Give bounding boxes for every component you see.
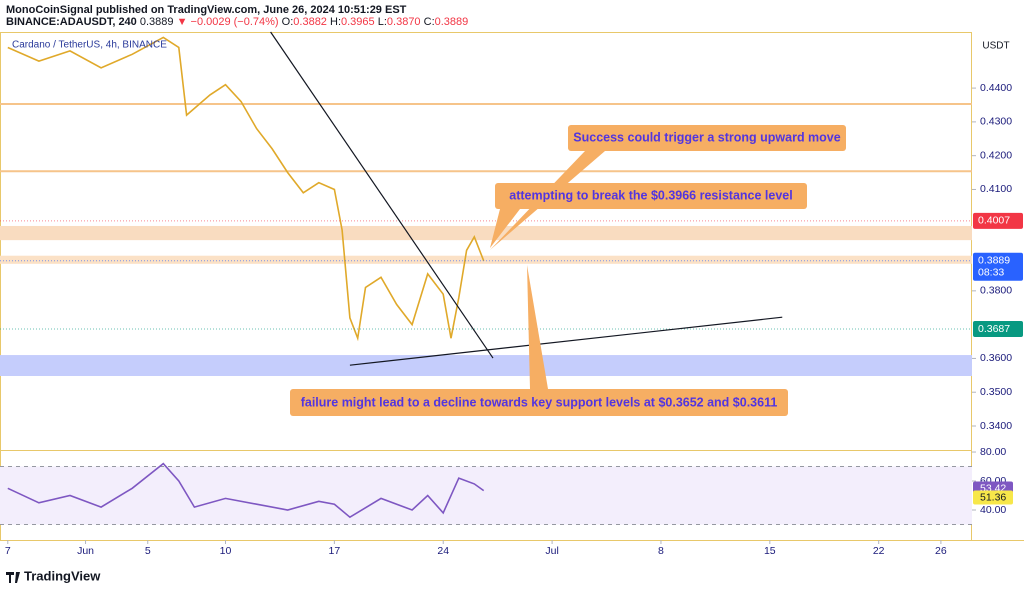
zone xyxy=(0,225,972,241)
y-tick-label: 0.4200 xyxy=(980,149,1012,161)
x-tick-label: 22 xyxy=(873,545,885,557)
y-tick-label: 0.3500 xyxy=(980,386,1012,398)
annotation: attempting to break the $0.3966 resistan… xyxy=(509,188,792,202)
callout xyxy=(490,209,520,248)
logo-icon xyxy=(6,572,20,583)
x-tick-label: 10 xyxy=(220,545,232,557)
rsi-band xyxy=(0,466,972,525)
price-label-bg xyxy=(973,212,1023,229)
annotation-box xyxy=(568,125,846,151)
rsi-label: 51.36 xyxy=(980,491,1006,503)
y-axis-title: USDT xyxy=(982,41,1009,52)
price-label: 0.3889 xyxy=(978,255,1010,267)
change: ▼ −0.0029 (−0.74%) xyxy=(177,16,279,28)
x-tick-label: Jun xyxy=(77,545,94,557)
y-tick-label: 40.00 xyxy=(980,504,1006,516)
annotation-box xyxy=(495,183,807,209)
o-label: O: xyxy=(282,16,294,28)
countdown: 08:33 xyxy=(978,267,1004,279)
l-value: 0.3870 xyxy=(387,16,421,28)
price-label: 0.4007 xyxy=(978,215,1010,227)
c-label: C: xyxy=(424,16,435,28)
annotation: failure might lead to a decline towards … xyxy=(301,395,778,409)
x-tick-label: 7 xyxy=(5,545,11,557)
y-tick-label: 0.3400 xyxy=(980,420,1012,432)
annotation-box xyxy=(290,389,788,416)
x-tick-label: 8 xyxy=(658,545,664,557)
price-pane xyxy=(0,36,972,376)
x-tick-label: 26 xyxy=(935,545,947,557)
rsi-pane xyxy=(0,462,972,525)
trendline xyxy=(270,31,494,359)
symbol: BINANCE:ADAUSDT, 240 xyxy=(6,16,137,28)
price-label-bg xyxy=(973,321,1023,338)
publisher-line: MonoCoinSignal published on TradingView.… xyxy=(6,4,407,16)
y-tick-label: 0.4400 xyxy=(980,82,1012,94)
panel-border xyxy=(0,32,972,541)
x-tick-label: 15 xyxy=(764,545,776,557)
symbol-line: BINANCE:ADAUSDT, 240 0.3889 ▼ −0.0029 (−… xyxy=(6,16,468,28)
annotation: Success could trigger a strong upward mo… xyxy=(573,130,840,144)
brand: TradingView xyxy=(24,568,101,583)
legend: Cardano / TetherUS, 4h, BINANCE xyxy=(12,40,167,51)
y-tick-label: 0.3600 xyxy=(980,352,1012,364)
x-tick-label: 5 xyxy=(145,545,151,557)
c-value: 0.3889 xyxy=(435,16,469,28)
trendline xyxy=(349,316,783,366)
o-value: 0.3882 xyxy=(293,16,327,28)
l-label: L: xyxy=(378,16,387,28)
x-tick-label: 17 xyxy=(329,545,341,557)
h-value: 0.3965 xyxy=(341,16,375,28)
callout xyxy=(527,265,548,389)
plot: 0.3400 0.3500 0.3600 0.3800 0.4100 0.4200 0.43… xyxy=(0,31,1023,557)
x-tick-label: 24 xyxy=(437,545,449,557)
y-tick-label: 80.00 xyxy=(980,446,1006,458)
zone xyxy=(0,255,972,264)
y-tick-label: 0.4300 xyxy=(980,116,1012,128)
y-tick-label: 0.4100 xyxy=(980,183,1012,195)
price-line xyxy=(7,36,485,342)
h-label: H: xyxy=(330,16,341,28)
rsi-line xyxy=(7,462,485,519)
price: 0.3889 xyxy=(140,16,174,28)
price-label: 0.3687 xyxy=(978,323,1010,335)
publisher: MonoCoinSignal published on TradingView.… xyxy=(6,4,407,16)
y-tick-label: 0.3800 xyxy=(980,285,1012,297)
x-tick-label: Jul xyxy=(545,545,558,557)
rsi-label-bg xyxy=(973,490,1013,505)
zone xyxy=(0,355,972,376)
price-label-bg xyxy=(973,252,1023,281)
